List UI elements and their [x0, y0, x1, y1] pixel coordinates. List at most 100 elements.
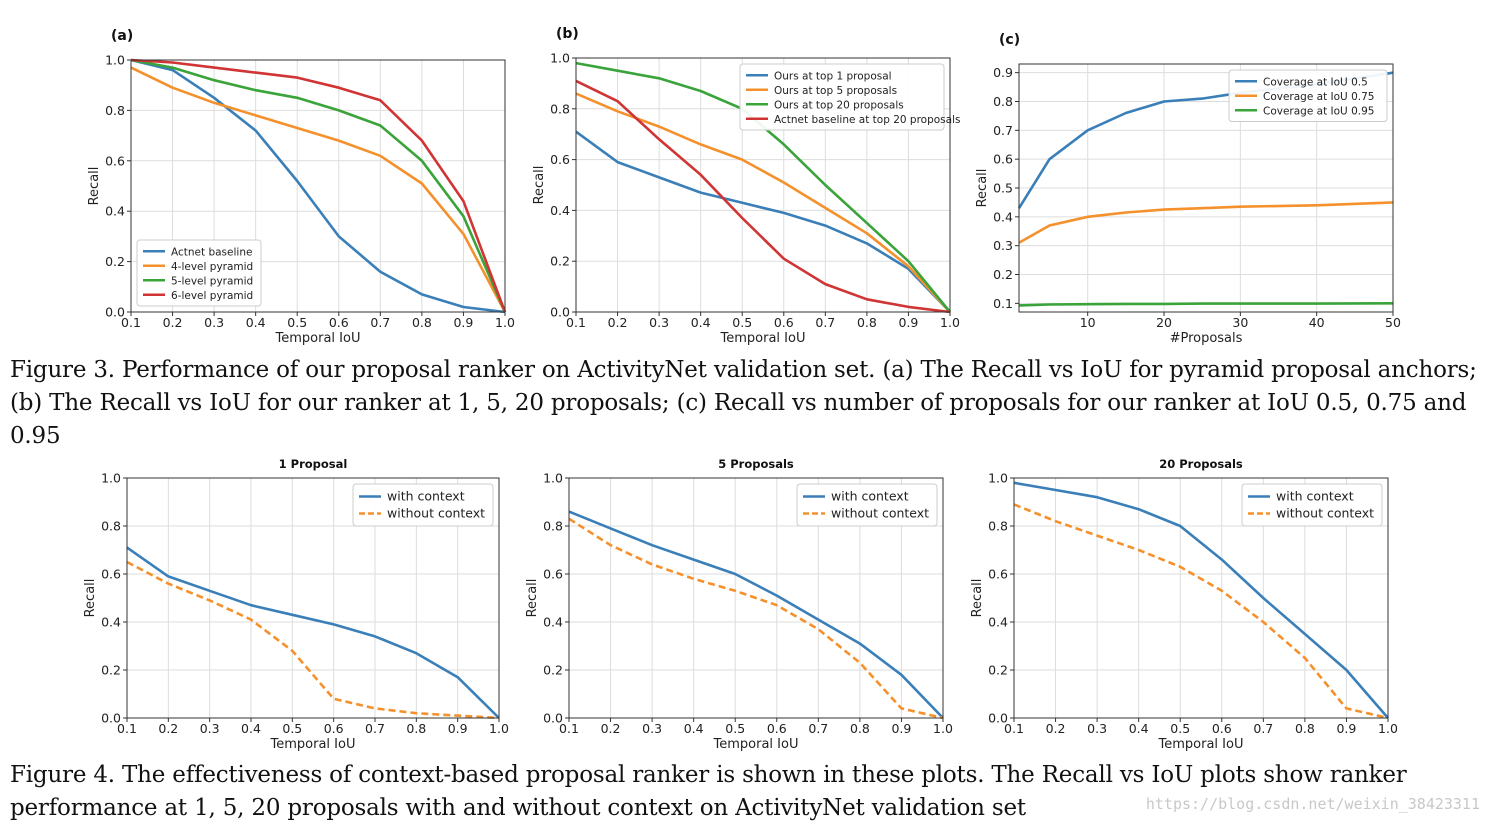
chart-title: 1 Proposal: [279, 457, 348, 471]
series-line-without-context: [1013, 503, 1389, 720]
series-line-without-context: [126, 560, 500, 720]
x-tick-label: 0.1: [566, 315, 586, 330]
y-tick-label: 0.2: [101, 663, 121, 678]
x-tick-label: 0.1: [121, 315, 141, 330]
x-tick-label: 0.4: [684, 721, 704, 736]
series-line-with-context: [1013, 481, 1389, 719]
chart-title: 20 Proposals: [1159, 457, 1243, 471]
y-tick-label: 0.0: [988, 711, 1008, 726]
x-tick-label: 1.0: [1378, 721, 1398, 736]
legend-box: [1241, 483, 1383, 527]
x-axis-label: Temporal IoU: [713, 737, 799, 752]
y-tick-label: 0.6: [550, 152, 570, 167]
y-axis-label: Recall: [87, 167, 102, 206]
legend-label-actnet-baseline-at-top-20-proposals: Actnet baseline at top 20 proposals: [774, 114, 960, 126]
chart-title: 5 Proposals: [718, 457, 794, 471]
y-tick-label: 0.5: [993, 181, 1013, 196]
x-axis-label: #Proposals: [1170, 331, 1243, 346]
x-tick-label: 0.8: [1295, 721, 1315, 736]
x-tick-label: 0.2: [601, 721, 621, 736]
figure-3-caption: Figure 3. Performance of our proposal ra…: [10, 357, 1477, 449]
chart-recall-vs-iou-ranker: 0.1 0.2 0.3 0.4 0.5 0.6 0.7 0.8 0.9 1.0 0.0 0.2 0.4 0…: [532, 26, 960, 346]
x-tick-label: 1.0: [489, 721, 509, 736]
x-tick-label: 0.2: [608, 315, 628, 330]
series-line-without-context: [568, 517, 944, 720]
x-tick-label: 0.7: [370, 315, 390, 330]
x-tick-label: 0.3: [642, 721, 662, 736]
y-axis-label: Recall: [532, 166, 547, 205]
x-tick-label: 0.6: [1212, 721, 1232, 736]
x-tick-label: 0.8: [412, 315, 432, 330]
x-tick-label: 0.6: [767, 721, 787, 736]
x-tick-label: 1.0: [933, 721, 953, 736]
y-tick-label: 0.6: [105, 153, 125, 168]
legend-label-coverage-at-iou-0-75: Coverage at IoU 0.75: [1263, 91, 1374, 103]
x-tick-label: 0.6: [774, 315, 794, 330]
x-tick-label: 0.9: [898, 315, 918, 330]
plot-frame: [1013, 477, 1389, 719]
x-tick-label: 0.9: [453, 315, 473, 330]
chart-recall-vs-iou-pyramid: 0.1 0.2 0.3 0.4 0.5 0.6 0.7 0.8 0.9 1.0 0.0 0.2 0.4 0…: [87, 28, 515, 346]
y-tick-label: 0.1: [993, 296, 1013, 311]
x-tick-label: 0.5: [1170, 721, 1190, 736]
y-axis-label: Recall: [970, 579, 985, 618]
chart-20-proposals: 0.1 0.2 0.3 0.4 0.5 0.6 0.7 0.8 0.9 1.0 0.0 0.2 0.4 0…: [970, 457, 1398, 752]
x-tick-label: 0.5: [287, 315, 307, 330]
legend-label-ours-at-top-5-proposals: Ours at top 5 proposals: [774, 85, 897, 97]
y-tick-label: 0.8: [543, 519, 563, 534]
series-line-coverage-at-iou-0-75: [1018, 201, 1394, 244]
y-tick-label: 0.6: [101, 567, 121, 582]
legend-box: [136, 239, 262, 307]
y-tick-label: 0.0: [543, 711, 563, 726]
y-tick-label: 0.8: [550, 101, 570, 116]
x-axis-label: Temporal IoU: [270, 737, 356, 752]
x-tick-label: 1.0: [940, 315, 960, 330]
legend-label-6-level-pyramid: 6-level pyramid: [171, 290, 253, 302]
x-tick-label: 0.5: [725, 721, 745, 736]
legend-label-with-context: with context: [1276, 489, 1354, 504]
y-tick-label: 0.4: [550, 203, 570, 218]
x-tick-label: 0.1: [117, 721, 137, 736]
y-tick-label: 1.0: [543, 471, 563, 486]
legend-label-ours-at-top-1-proposal: Ours at top 1 proposal: [774, 70, 892, 82]
panel-label: (a): [111, 28, 133, 44]
series-line-with-context: [126, 546, 500, 719]
series-line-6-level-pyramid: [130, 58, 507, 313]
x-tick-label: 0.2: [163, 315, 183, 330]
y-tick-label: 0.4: [993, 209, 1013, 224]
series-line-5-level-pyramid: [130, 58, 507, 313]
watermark-text: https://blog.csdn.net/weixin_38423311: [1145, 795, 1480, 813]
y-tick-label: 0.6: [993, 152, 1013, 167]
y-tick-label: 1.0: [101, 471, 121, 486]
series-line-coverage-at-iou-0-95: [1018, 301, 1394, 307]
chart-recall-vs-proposals: 10 20 30 40 50 0.1 0.2 0.3 0.4 0.5 0.6 0.7 0.8 0.9 #Pr…: [975, 32, 1401, 346]
x-tick-label: 0.3: [204, 315, 224, 330]
plot-frame: [575, 57, 951, 313]
y-tick-label: 0.6: [988, 567, 1008, 582]
x-tick-label: 0.4: [691, 315, 711, 330]
x-tick-label: 0.9: [448, 721, 468, 736]
plot-frame: [126, 477, 500, 719]
x-tick-label: 1.0: [495, 315, 515, 330]
x-tick-label: 0.1: [1004, 721, 1024, 736]
panel-label: (b): [556, 26, 579, 42]
x-tick-label: 0.8: [857, 315, 877, 330]
x-tick-label: 30: [1232, 315, 1248, 330]
panel-label: (c): [999, 32, 1020, 48]
x-tick-label: 0.4: [246, 315, 266, 330]
y-tick-label: 0.8: [988, 519, 1008, 534]
x-axis-label: Temporal IoU: [1158, 737, 1244, 752]
y-tick-label: 0.2: [993, 267, 1013, 282]
legend-label-coverage-at-iou-0-95: Coverage at IoU 0.95: [1263, 105, 1374, 117]
y-tick-label: 0.8: [101, 519, 121, 534]
y-tick-label: 0.8: [105, 103, 125, 118]
x-tick-label: 0.6: [329, 315, 349, 330]
x-tick-label: 20: [1156, 315, 1172, 330]
legend-label-4-level-pyramid: 4-level pyramid: [171, 261, 253, 273]
legend-label-coverage-at-iou-0-5: Coverage at IoU 0.5: [1263, 76, 1368, 88]
y-tick-label: 0.3: [993, 238, 1013, 253]
y-tick-label: 0.2: [550, 254, 570, 269]
x-tick-label: 0.8: [406, 721, 426, 736]
y-tick-label: 1.0: [105, 53, 125, 68]
legend-label-without-context: without context: [1276, 506, 1374, 521]
